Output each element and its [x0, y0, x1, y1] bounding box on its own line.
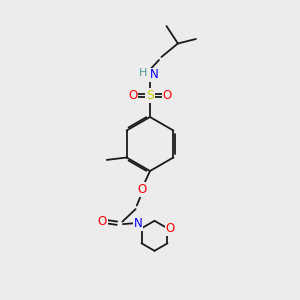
- Text: O: O: [137, 183, 146, 196]
- Text: N: N: [150, 68, 159, 82]
- Text: S: S: [146, 89, 154, 102]
- Text: O: O: [163, 89, 172, 102]
- Text: O: O: [98, 215, 106, 228]
- Text: H: H: [139, 68, 148, 79]
- Text: O: O: [128, 89, 137, 102]
- Text: N: N: [134, 217, 142, 230]
- Text: O: O: [166, 222, 175, 235]
